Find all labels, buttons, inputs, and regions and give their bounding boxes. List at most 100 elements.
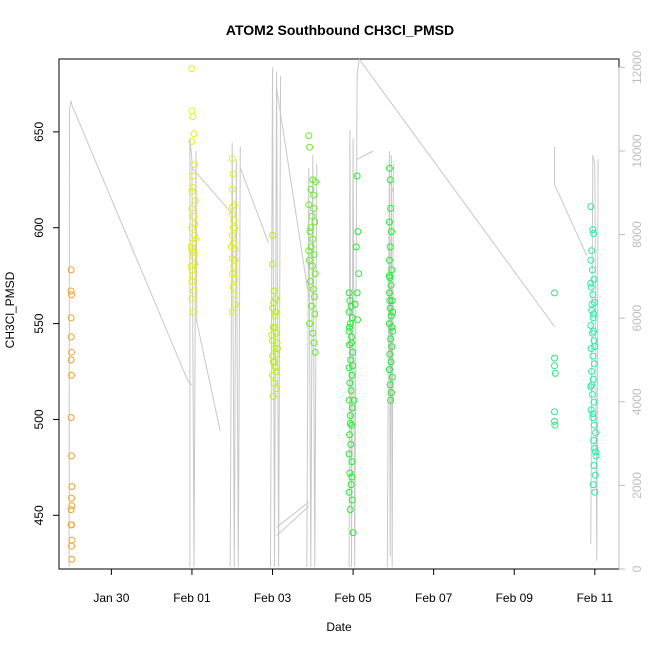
data-point: [350, 396, 358, 404]
data-point: [230, 216, 238, 224]
data-point: [189, 172, 197, 180]
data-point: [591, 343, 599, 351]
y2-tick-label: 12000: [630, 50, 644, 84]
data-point: [68, 371, 75, 379]
data-point: [270, 299, 278, 306]
data-point: [591, 488, 599, 496]
data-point: [588, 329, 596, 337]
data-point: [190, 253, 198, 260]
data-point: [272, 308, 280, 316]
data-point: [229, 170, 237, 178]
data-point: [590, 398, 598, 406]
data-point: [589, 226, 597, 234]
data-point: [551, 289, 558, 297]
data-point: [351, 300, 359, 308]
data-point: [191, 197, 199, 205]
data-point: [268, 331, 276, 339]
series-points: [67, 65, 600, 563]
y2-tick-label: 2000: [630, 472, 644, 499]
data-point: [306, 277, 314, 285]
data-point: [230, 291, 238, 299]
data-point: [67, 287, 75, 295]
data-point: [349, 529, 357, 537]
data-point: [68, 494, 75, 502]
data-point: [386, 176, 394, 184]
y2-tick-label: 4000: [630, 388, 644, 415]
data-point: [349, 348, 357, 356]
x-tick-label: Feb 05: [334, 591, 372, 605]
data-point: [306, 143, 314, 151]
data-point: [306, 228, 314, 236]
data-point: [190, 130, 198, 138]
data-point: [387, 205, 395, 212]
data-point: [386, 243, 394, 251]
data-point: [387, 281, 395, 289]
data-point: [188, 295, 196, 303]
data-point: [588, 300, 596, 308]
data-point: [348, 371, 356, 379]
data-point: [232, 300, 239, 308]
data-point: [346, 323, 353, 331]
y2-tick-label: 10000: [630, 134, 644, 168]
data-point: [346, 341, 353, 349]
x-tick-label: Feb 11: [577, 591, 614, 605]
data-point: [231, 256, 239, 264]
data-point: [308, 212, 316, 220]
data-point: [228, 185, 236, 193]
data-point: [349, 362, 357, 370]
data-point: [192, 235, 200, 243]
data-point: [389, 327, 397, 335]
series-line-8: [276, 88, 310, 298]
data-point: [588, 381, 596, 389]
data-point: [587, 203, 595, 211]
data-point: [310, 205, 318, 212]
data-point: [387, 312, 395, 320]
series-line-3: [195, 318, 221, 432]
data-point: [230, 201, 238, 209]
data-point: [188, 205, 196, 212]
data-point: [189, 113, 197, 120]
data-point: [190, 212, 198, 220]
data-point: [353, 289, 361, 297]
data-point: [311, 348, 319, 356]
data-point: [67, 414, 75, 421]
data-point: [590, 327, 598, 335]
data-point: [310, 339, 318, 347]
data-point: [310, 293, 318, 301]
data-point: [67, 356, 75, 364]
data-point: [269, 392, 277, 400]
series-line-2: [191, 167, 233, 215]
data-point: [188, 137, 196, 145]
data-point: [68, 483, 76, 491]
data-point: [385, 289, 393, 297]
x-tick-label: Feb 09: [496, 591, 534, 605]
data-point: [345, 488, 353, 496]
series-line-10: [276, 505, 310, 536]
series-line-4: [229, 142, 241, 567]
data-point: [312, 178, 320, 186]
data-point: [229, 283, 237, 291]
data-point: [188, 277, 196, 285]
data-point: [354, 316, 361, 324]
data-point: [386, 297, 394, 305]
data-point: [67, 314, 75, 322]
data-point: [347, 440, 355, 448]
data-point: [590, 421, 598, 429]
data-point: [385, 164, 393, 172]
data-point: [385, 256, 393, 264]
data-point: [187, 243, 195, 251]
data-point: [67, 266, 75, 274]
data-point: [68, 348, 75, 356]
data-point: [385, 320, 393, 328]
series-line-14: [386, 150, 394, 567]
series-line-1: [189, 138, 198, 567]
data-point: [229, 224, 237, 232]
data-point: [228, 270, 236, 278]
data-point: [354, 228, 362, 236]
data-point: [231, 245, 239, 253]
data-point: [592, 452, 600, 460]
data-point: [385, 366, 393, 374]
x-tick-label: Jan 30: [93, 591, 129, 605]
